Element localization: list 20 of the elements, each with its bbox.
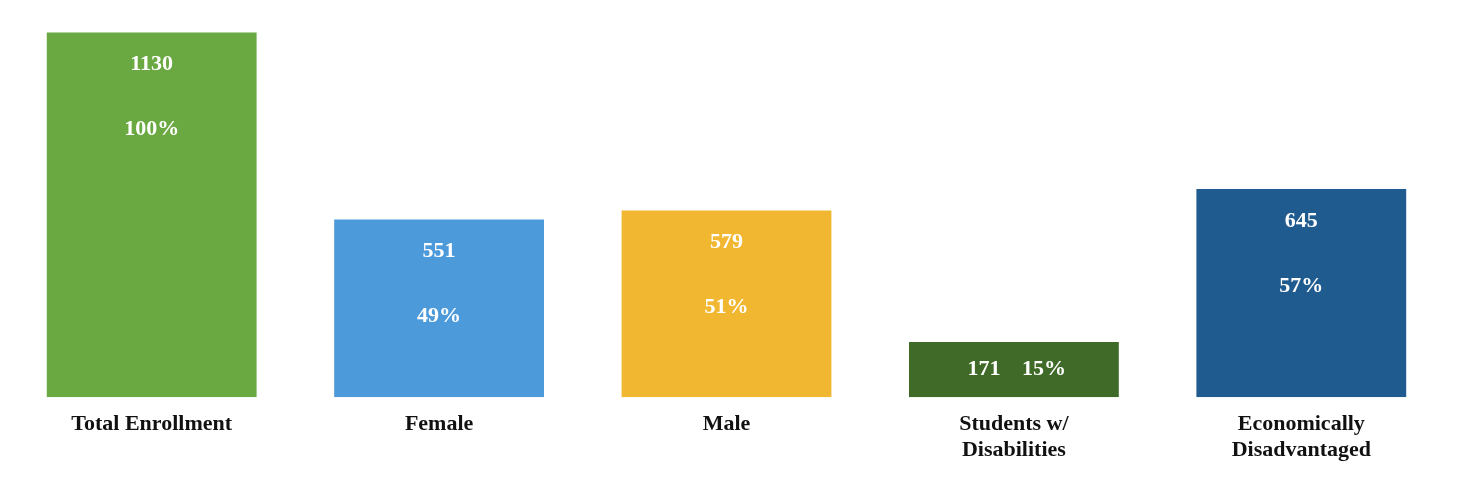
- bar: [334, 219, 544, 398]
- x-tick-label: Female: [404, 410, 474, 436]
- data-label: 171: [967, 355, 1001, 381]
- x-tick-label: Students w/ Disabilities: [959, 410, 1070, 462]
- data-label: 551: [422, 237, 456, 263]
- bar: [46, 32, 257, 398]
- annotation: 100%: [124, 115, 180, 141]
- bar: [621, 210, 832, 398]
- annotation: 49%: [417, 302, 462, 328]
- x-tick-label: Economically Disadvantaged: [1231, 410, 1371, 462]
- data-label: 1130: [130, 50, 174, 76]
- bar: [1196, 189, 1407, 398]
- data-label: 645: [1284, 206, 1318, 232]
- annotation: 51%: [704, 293, 749, 319]
- bar: [909, 342, 1119, 398]
- annotation: 15%: [1021, 355, 1066, 381]
- x-tick-label: Male: [702, 410, 751, 436]
- x-tick-label: Total Enrollment: [71, 410, 233, 436]
- data-label: 579: [710, 228, 743, 254]
- annotation: 57%: [1279, 271, 1324, 297]
